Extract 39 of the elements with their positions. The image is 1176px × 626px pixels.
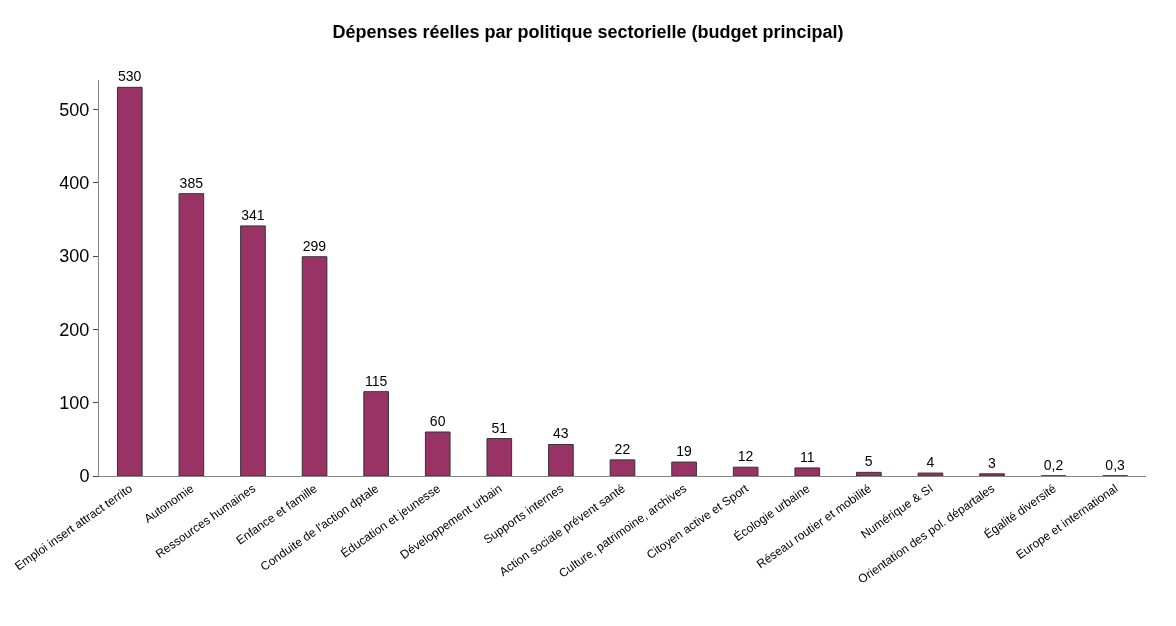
bar xyxy=(178,193,205,476)
bar xyxy=(116,86,143,476)
y-tick-label: 500 xyxy=(59,99,90,120)
bar xyxy=(732,466,759,476)
bar xyxy=(671,461,697,476)
data-label: 60 xyxy=(429,413,446,429)
y-tick-label: 100 xyxy=(59,392,90,413)
data-label: 530 xyxy=(118,68,142,85)
data-label: 385 xyxy=(179,174,204,191)
data-label: 43 xyxy=(553,425,569,442)
y-tick-label: 400 xyxy=(59,172,90,193)
y-tick-label: 300 xyxy=(59,246,90,267)
data-label: 299 xyxy=(302,237,327,254)
bar xyxy=(856,471,882,476)
data-label: 0,3 xyxy=(1105,456,1126,473)
bar xyxy=(548,443,574,476)
bar xyxy=(917,472,944,476)
data-label: 22 xyxy=(614,440,631,457)
data-label: 3 xyxy=(988,454,997,471)
bar xyxy=(363,391,389,476)
data-label: 12 xyxy=(737,448,754,465)
chart-title: Dépenses réelles par politique sectorielle (budget principal) xyxy=(332,21,844,42)
data-label: 4 xyxy=(926,454,935,471)
bar xyxy=(609,459,636,476)
data-label: 11 xyxy=(799,448,815,465)
data-label: 51 xyxy=(491,419,508,436)
bar xyxy=(301,256,328,476)
bar xyxy=(794,467,821,476)
data-label: 5 xyxy=(864,453,873,470)
data-label: 0,2 xyxy=(1043,456,1064,473)
data-label: 341 xyxy=(241,206,265,223)
bar xyxy=(979,473,1005,476)
data-label: 19 xyxy=(676,443,692,460)
bar xyxy=(424,431,451,476)
data-label: 115 xyxy=(364,372,388,389)
y-tick-label: 0 xyxy=(79,466,90,487)
bar xyxy=(240,225,266,476)
y-tick-label: 200 xyxy=(59,319,90,340)
bar xyxy=(486,438,513,476)
